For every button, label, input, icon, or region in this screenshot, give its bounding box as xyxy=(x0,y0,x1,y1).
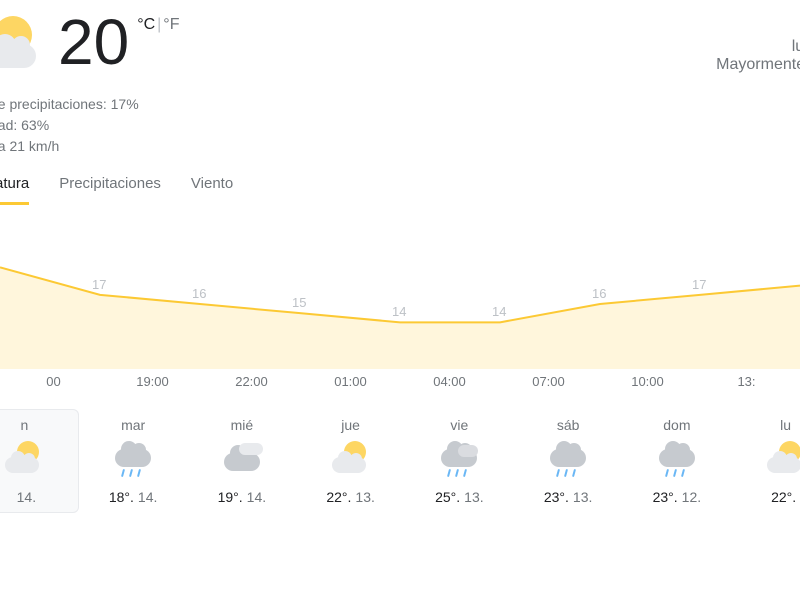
forecast-low: 14. xyxy=(17,489,36,505)
forecast-day-icon xyxy=(652,441,702,481)
unit-toggle: °C|°F xyxy=(137,16,179,34)
forecast-day-temps: 25°.13. xyxy=(407,489,512,505)
forecast-low: 14. xyxy=(247,489,266,505)
forecast-low: 12. xyxy=(682,489,701,505)
unit-fahrenheit[interactable]: °F xyxy=(163,16,179,33)
weather-widget: 20 °C|°F C lunes Mayormente Nu de precip… xyxy=(0,0,800,513)
forecast-day-temps: 22°.13. xyxy=(298,489,403,505)
chart-time-label: 13: xyxy=(697,374,796,389)
chart-tabs: ratura Precipitaciones Viento xyxy=(0,175,800,205)
current-right: C lunes Mayormente Nu xyxy=(716,10,800,74)
chart-time-labels: 0019:0022:0001:0004:0007:0010:0013: xyxy=(0,374,800,389)
forecast-day-temps: 18°.14. xyxy=(81,489,186,505)
forecast-low: 13. xyxy=(355,489,374,505)
chart-value-label: 16 xyxy=(592,286,606,301)
forecast-day-name: jue xyxy=(298,417,403,433)
forecast-day-icon xyxy=(0,441,49,481)
current-weather-row: 20 °C|°F C lunes Mayormente Nu xyxy=(0,0,800,84)
detail-humidity: dad: 63% xyxy=(0,115,800,136)
chart-value-label: 14 xyxy=(492,304,506,319)
unit-celsius[interactable]: °C xyxy=(137,16,155,33)
forecast-high: 18°. xyxy=(109,489,134,505)
weather-details: de precipitaciones: 17% dad: 63% : a 21 … xyxy=(0,94,800,157)
forecast-day[interactable]: mié 19°.14. xyxy=(188,409,297,513)
forecast-day-name: n xyxy=(0,417,77,433)
daily-forecast: n14.mar18°.14.mié19°.14.jue22°.13.vie25°… xyxy=(0,409,800,513)
forecast-high: 23°. xyxy=(544,489,569,505)
chart-time-label: 19:00 xyxy=(103,374,202,389)
forecast-day-icon xyxy=(543,441,593,481)
current-temperature: 20 xyxy=(58,10,129,74)
current-left: 20 °C|°F xyxy=(0,10,179,84)
forecast-day-temps: 19°.14. xyxy=(190,489,295,505)
chart-time-label: 04:00 xyxy=(400,374,499,389)
forecast-day-icon xyxy=(326,441,376,481)
chart-value-label: 17 xyxy=(92,277,106,292)
forecast-day-icon xyxy=(217,441,267,481)
forecast-day[interactable]: lu 22°. xyxy=(731,409,800,513)
tab-wind[interactable]: Viento xyxy=(191,175,233,205)
forecast-day-temps: 14. xyxy=(0,489,77,505)
tab-precipitation[interactable]: Precipitaciones xyxy=(59,175,161,205)
current-condition-text: Mayormente Nu xyxy=(716,56,800,74)
forecast-day-name: vie xyxy=(407,417,512,433)
forecast-day-temps: 23°.13. xyxy=(516,489,621,505)
chart-time-label: 01:00 xyxy=(301,374,400,389)
forecast-high: 22°. xyxy=(326,489,351,505)
forecast-day-temps: 23°.12. xyxy=(625,489,730,505)
tab-temperature[interactable]: ratura xyxy=(0,175,29,205)
current-day-time: lunes xyxy=(716,38,800,56)
forecast-day-icon xyxy=(434,441,484,481)
forecast-high: 19°. xyxy=(218,489,243,505)
chart-value-label: 14 xyxy=(392,304,406,319)
forecast-day[interactable]: mar 18°.14. xyxy=(79,409,188,513)
unit-divider: | xyxy=(157,16,161,33)
chart-value-label: 16 xyxy=(192,286,206,301)
forecast-low: 14. xyxy=(138,489,157,505)
forecast-low: 13. xyxy=(573,489,592,505)
chart-time-label: 10:00 xyxy=(598,374,697,389)
detail-precip: de precipitaciones: 17% xyxy=(0,94,800,115)
current-condition-icon xyxy=(0,14,50,84)
forecast-high: 23°. xyxy=(653,489,678,505)
temperature-chart: 17 16 15 14 14 16 17 0019:0022:0001:0004:0007:… xyxy=(0,229,800,389)
forecast-day-name: mar xyxy=(81,417,186,433)
forecast-day-icon xyxy=(761,441,800,481)
forecast-day[interactable]: vie 25°.13. xyxy=(405,409,514,513)
forecast-day-name: lu xyxy=(733,417,800,433)
forecast-high: 22°. xyxy=(771,489,796,505)
chart-value-label: 17 xyxy=(692,277,706,292)
chart-value-label: 15 xyxy=(292,295,306,310)
forecast-low: 13. xyxy=(464,489,483,505)
location-name: C xyxy=(716,10,800,36)
chart-time-label: 07:00 xyxy=(499,374,598,389)
forecast-day[interactable]: sáb 23°.13. xyxy=(514,409,623,513)
forecast-day-name: dom xyxy=(625,417,730,433)
forecast-day[interactable]: n 14. xyxy=(0,409,79,513)
forecast-day-temps: 22°. xyxy=(733,489,800,505)
forecast-high: 25°. xyxy=(435,489,460,505)
forecast-day-name: sáb xyxy=(516,417,621,433)
detail-wind: : a 21 km/h xyxy=(0,136,800,157)
forecast-day-name: mié xyxy=(190,417,295,433)
chart-time-label: 00 xyxy=(4,374,103,389)
forecast-day[interactable]: jue 22°.13. xyxy=(296,409,405,513)
forecast-day[interactable]: dom 23°.12. xyxy=(623,409,732,513)
forecast-day-icon xyxy=(108,441,158,481)
chart-time-label: 22:00 xyxy=(202,374,301,389)
